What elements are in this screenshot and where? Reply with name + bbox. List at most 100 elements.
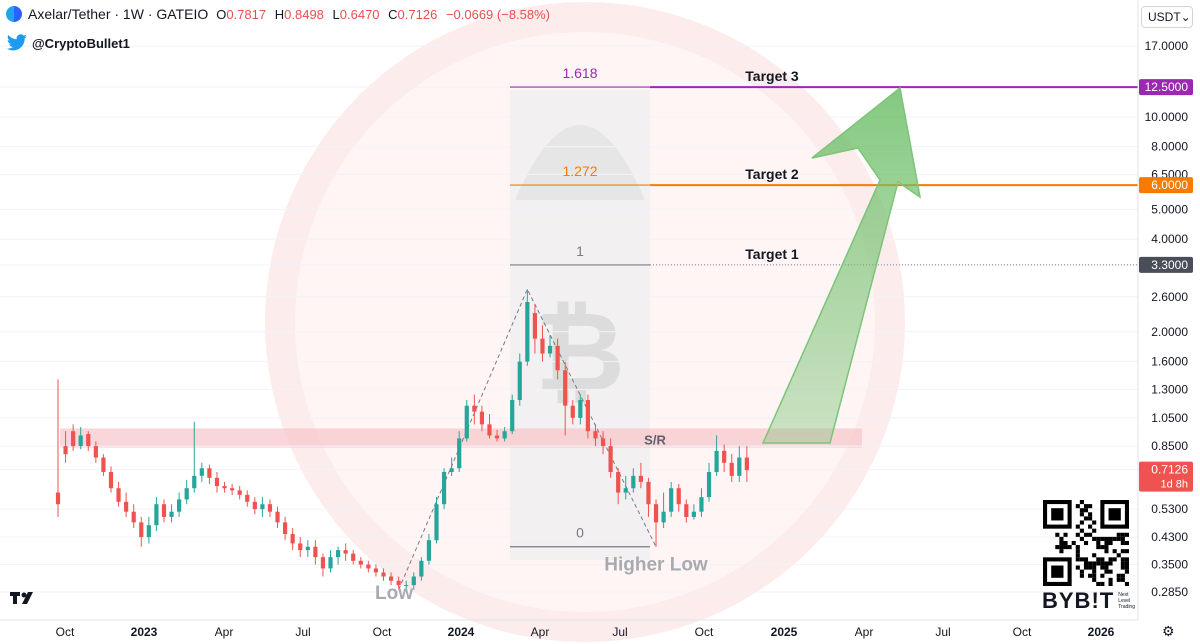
candle	[101, 454, 106, 476]
y-tick-label: 2.0000	[1151, 325, 1188, 339]
candle	[638, 462, 643, 489]
x-axis: Oct 2023 Apr Jul Oct 2024 Apr Jul Oct 2025 Apr Jul O…	[56, 625, 1115, 639]
candle	[517, 353, 522, 406]
fib-level-0: 0	[510, 525, 650, 548]
candle	[358, 557, 363, 569]
fib-ratio-label: 1	[576, 243, 584, 259]
currency-selector[interactable]: USDT ⌄	[1141, 6, 1193, 28]
candlestick-series	[55, 289, 749, 590]
bitcoin-watermark: ₿	[265, 2, 905, 642]
bybit-logo: BYB!T Next Level Trading	[1042, 588, 1140, 614]
y-tick-label: 0.8500	[1151, 439, 1188, 453]
x-tick-label: Jul	[295, 625, 310, 639]
y-tick-label: 5.0000	[1151, 202, 1188, 216]
x-tick-label: 2025	[771, 625, 798, 639]
low-value: 0.6470	[339, 6, 380, 22]
symbol-title[interactable]: Axelar/Tether · 1W · GATEIO	[28, 6, 209, 22]
candle	[722, 444, 727, 472]
x-tick-label: 2026	[1088, 625, 1115, 639]
qr-code	[1043, 500, 1129, 586]
candle	[464, 400, 469, 442]
candle	[646, 477, 651, 517]
tradingview-logo[interactable]	[10, 590, 38, 611]
candle	[177, 492, 182, 517]
change-value: −0.0669 (−8.58%)	[445, 6, 551, 22]
candle	[737, 446, 742, 482]
candle	[487, 414, 492, 439]
open-label: O	[216, 6, 227, 22]
sr-zone-label: S/R	[644, 433, 666, 448]
x-tick-label: Oct	[1013, 625, 1032, 639]
price-label: 12.5000	[1139, 79, 1193, 96]
target-arrow	[761, 86, 922, 444]
candle	[116, 481, 121, 507]
candle	[631, 468, 636, 493]
candle	[411, 572, 416, 590]
author-tag: @CryptoBullet1	[6, 34, 130, 52]
y-tick-label: 10.0000	[1145, 110, 1189, 124]
candle	[691, 504, 696, 520]
candle	[283, 516, 288, 541]
candle	[267, 499, 273, 517]
target-label: Target 1	[745, 246, 799, 262]
candle	[479, 405, 485, 432]
candle	[214, 471, 220, 493]
candle	[161, 499, 167, 523]
price-label: 3.3000	[1139, 256, 1193, 273]
x-tick-label: 2023	[131, 625, 158, 639]
candle	[532, 304, 538, 354]
candle	[510, 394, 515, 435]
candle	[502, 427, 507, 442]
candle	[55, 379, 61, 517]
candle	[472, 394, 477, 425]
candle	[146, 516, 151, 544]
candle	[154, 497, 159, 532]
candle	[434, 497, 439, 544]
candle	[600, 431, 606, 455]
candle	[207, 464, 212, 484]
candle	[343, 543, 348, 561]
high-label: H	[274, 6, 285, 22]
gear-icon[interactable]: ⚙	[1162, 623, 1175, 639]
candle	[585, 394, 590, 439]
close-label: C	[388, 6, 398, 22]
close-value: 0.7126	[397, 6, 438, 22]
x-tick-label: Oct	[56, 625, 75, 639]
price-label: 0.7126 1d 8h	[1139, 461, 1193, 492]
open-value: 0.7817	[226, 6, 267, 22]
candle	[525, 289, 530, 366]
candle	[78, 427, 83, 450]
candle	[298, 537, 303, 558]
y-tick-label: 1.6000	[1151, 355, 1188, 369]
candle	[313, 540, 318, 565]
candle	[290, 528, 295, 551]
x-tick-label: 2024	[448, 625, 475, 639]
candle	[396, 576, 401, 590]
candle	[563, 361, 568, 436]
candle	[63, 431, 68, 463]
candle	[419, 557, 424, 581]
svg-text:6.0000: 6.0000	[1151, 178, 1188, 192]
x-tick-label: Apr	[215, 625, 234, 639]
candle	[426, 534, 432, 565]
candle	[706, 462, 712, 502]
candle	[457, 431, 462, 472]
price-label: 6.0000	[1139, 177, 1193, 194]
candle	[93, 441, 98, 463]
candle	[71, 424, 76, 451]
candle	[593, 424, 598, 447]
annotation-label: Higher Low	[604, 554, 708, 575]
candle	[237, 486, 242, 500]
candle	[139, 516, 144, 547]
y-tick-label: 1.0500	[1151, 411, 1188, 425]
target-label: Target 2	[745, 166, 799, 182]
y-tick-label: 8.0000	[1151, 140, 1188, 154]
x-tick-label: Jul	[612, 625, 627, 639]
candle	[608, 438, 613, 478]
fib-ratio-label: 0	[576, 525, 584, 541]
candle	[335, 546, 341, 565]
fib-levels: 1.618 Target 3 1.272 Target 2 1 Target 1 0	[510, 65, 1138, 548]
candle	[494, 429, 500, 442]
candle	[653, 499, 659, 547]
